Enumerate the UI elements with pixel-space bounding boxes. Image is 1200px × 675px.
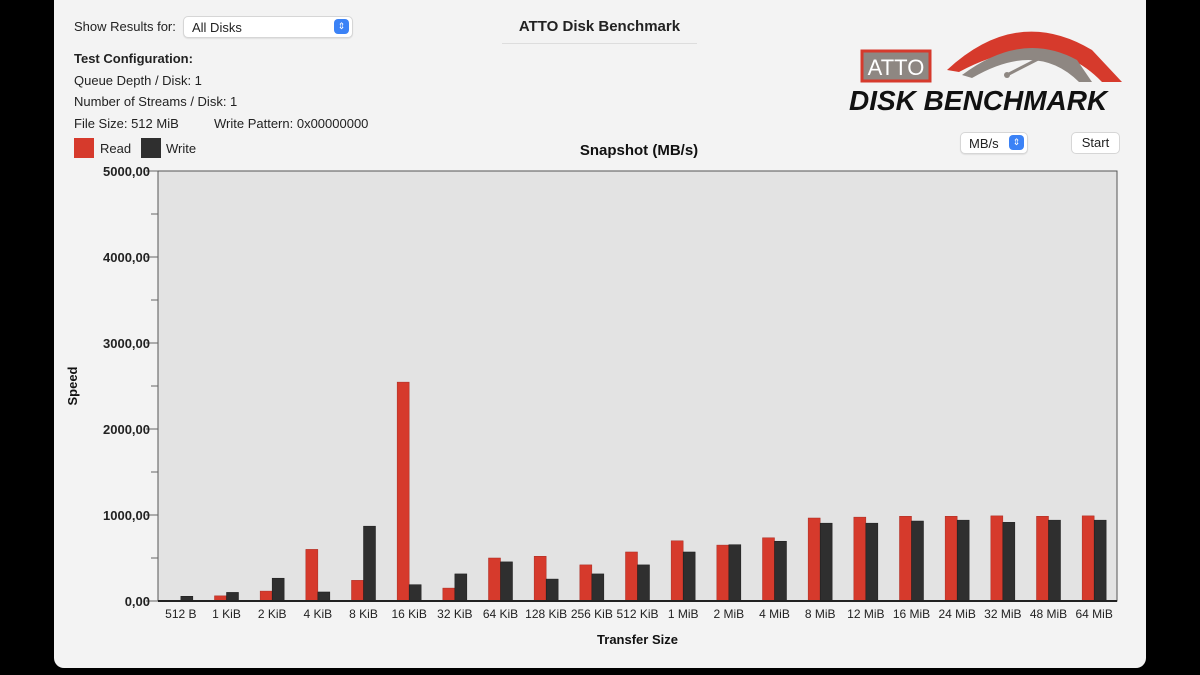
read-bar [351,580,364,602]
x-tick-label: 128 KiB [525,607,567,621]
file-size: File Size: 512 MiB [74,116,179,131]
unit-select[interactable]: MB/s ⇕ [960,132,1028,154]
y-tick-label: 3000,00 [103,336,150,351]
read-bar [853,516,867,602]
page-title: ATTO Disk Benchmark [502,18,697,44]
write-bar [911,520,924,602]
write-bar [226,592,239,602]
write-bar [1002,522,1016,602]
read-bar [533,556,547,602]
write-bar [728,544,742,602]
read-bar [899,516,912,602]
x-tick-label: 8 KiB [349,607,378,621]
write-bar [591,573,605,602]
x-tick-label: 256 KiB [571,607,613,621]
x-tick-label: 64 MiB [1075,607,1112,621]
x-tick-label: 12 MiB [847,607,884,621]
x-tick-label: 16 MiB [893,607,930,621]
atto-logo: ATTO DISK BENCHMARK [847,20,1122,116]
write-bar [317,591,331,602]
x-tick-label: 64 KiB [483,607,518,621]
legend-write-swatch [141,138,161,158]
read-bar [990,515,1004,602]
y-tick-label: 4000,00 [103,250,150,265]
legend-read-swatch [74,138,94,158]
write-bar [545,578,559,602]
disk-select[interactable]: All Disks ⇕ [183,16,353,38]
plot-area [157,170,1118,602]
write-bar [1048,519,1061,602]
y-axis-label: Speed [65,366,80,405]
read-bar [762,537,775,602]
streams: Number of Streams / Disk: 1 [74,94,238,109]
x-axis-label: Transfer Size [597,632,678,647]
x-tick-label: 1 KiB [212,607,241,621]
start-button[interactable]: Start [1071,132,1120,154]
read-bar [716,544,730,602]
write-bar [682,551,696,602]
x-tick-label: 32 KiB [437,607,472,621]
x-tick-label: 24 MiB [938,607,975,621]
x-tick-label: 512 KiB [616,607,658,621]
x-tick-label: 16 KiB [391,607,426,621]
write-bar [408,584,422,602]
x-tick-label: 1 MiB [668,607,699,621]
write-pattern: Write Pattern: 0x00000000 [214,116,369,131]
read-bar [442,587,456,602]
read-bar [1036,516,1049,602]
x-tick-label: 4 KiB [303,607,332,621]
read-bar [579,564,593,602]
read-bar [305,549,319,602]
x-tick-label: 2 MiB [713,607,744,621]
config-heading: Test Configuration: [74,51,193,66]
legend-write-label: Write [166,141,197,156]
queue-depth: Queue Depth / Disk: 1 [74,73,202,88]
write-bar [271,577,285,602]
disk-select-value: All Disks [192,20,242,35]
logo-product: DISK BENCHMARK [849,85,1109,115]
x-tick-label: 4 MiB [759,607,790,621]
read-bar [670,540,684,602]
write-bar [454,573,468,602]
write-bar [363,525,376,602]
write-bar [500,561,513,602]
y-tick-label: 2000,00 [103,422,150,437]
chart-title: Snapshot (MB/s) [579,142,699,159]
write-bar [956,519,970,602]
read-bar [1081,515,1095,602]
write-bar [1093,519,1107,602]
read-bar [944,516,958,602]
chevron-up-down-icon: ⇕ [1009,135,1024,150]
legend-read-label: Read [100,141,132,156]
x-tick-label: 512 B [165,607,196,621]
y-tick-label: 1000,00 [103,508,150,523]
read-bar [396,381,410,602]
show-results-label: Show Results for: [74,19,176,34]
unit-select-value: MB/s [969,136,999,151]
read-bar [625,551,638,602]
x-tick-label: 48 MiB [1030,607,1067,621]
write-bar [774,540,787,602]
x-tick-label: 2 KiB [258,607,287,621]
write-bar [819,522,833,602]
write-bar [637,564,650,602]
read-bar [259,590,273,602]
read-bar [807,517,821,602]
y-tick-label: 5000,00 [103,164,150,179]
y-tick-label: 0,00 [125,594,150,609]
logo-brand: ATTO [868,55,925,80]
x-tick-label: 32 MiB [984,607,1021,621]
x-tick-label: 8 MiB [805,607,836,621]
read-bar [488,557,501,602]
chevron-up-down-icon: ⇕ [334,19,349,34]
write-bar [865,522,879,602]
